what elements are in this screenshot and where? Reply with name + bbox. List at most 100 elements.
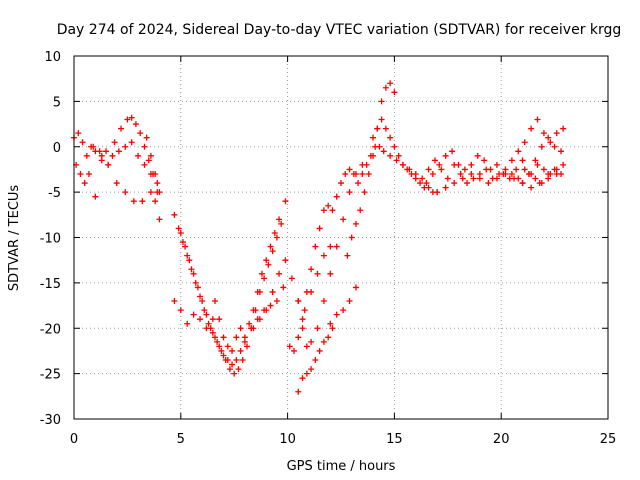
data-point bbox=[224, 343, 231, 350]
data-point bbox=[303, 288, 310, 295]
data-point bbox=[145, 157, 152, 164]
series-arc-j bbox=[286, 143, 379, 354]
data-point bbox=[348, 234, 355, 241]
data-point bbox=[229, 347, 236, 354]
data-point bbox=[528, 184, 535, 191]
data-point bbox=[387, 134, 394, 141]
data-point bbox=[417, 180, 424, 187]
series-arc-e bbox=[171, 198, 289, 377]
data-point bbox=[325, 202, 332, 209]
data-point bbox=[211, 298, 218, 305]
data-point bbox=[508, 157, 515, 164]
data-point bbox=[395, 152, 402, 159]
data-point bbox=[229, 361, 236, 368]
data-point bbox=[374, 125, 381, 132]
data-point bbox=[325, 334, 332, 341]
data-point bbox=[378, 98, 385, 105]
data-point bbox=[359, 161, 366, 168]
data-point bbox=[558, 148, 565, 155]
data-point bbox=[560, 161, 567, 168]
data-point bbox=[282, 198, 289, 205]
data-point bbox=[190, 270, 197, 277]
data-point bbox=[261, 275, 268, 282]
data-point bbox=[346, 189, 353, 196]
series-arc-o bbox=[370, 116, 441, 196]
data-point bbox=[224, 357, 231, 364]
data-point bbox=[124, 116, 131, 123]
data-point bbox=[216, 343, 223, 350]
data-point bbox=[205, 320, 212, 327]
data-point bbox=[295, 388, 302, 395]
data-point bbox=[92, 193, 99, 200]
data-point bbox=[327, 243, 334, 250]
data-point bbox=[312, 243, 319, 250]
data-point bbox=[468, 170, 475, 177]
data-point bbox=[199, 298, 206, 305]
data-point bbox=[528, 125, 535, 132]
data-point bbox=[250, 325, 257, 332]
data-point bbox=[451, 180, 458, 187]
data-point bbox=[365, 170, 372, 177]
data-point bbox=[521, 166, 528, 173]
data-point bbox=[209, 316, 216, 323]
data-point bbox=[216, 316, 223, 323]
y-tick-label: -10 bbox=[40, 232, 61, 247]
data-point bbox=[278, 220, 285, 227]
data-point bbox=[399, 161, 406, 168]
data-point bbox=[197, 316, 204, 323]
data-point bbox=[444, 175, 451, 182]
series-arc-r bbox=[434, 170, 560, 196]
data-point bbox=[299, 375, 306, 382]
data-point bbox=[419, 175, 426, 182]
data-point bbox=[342, 170, 349, 177]
data-point bbox=[442, 152, 449, 159]
data-point bbox=[179, 239, 186, 246]
data-point bbox=[314, 325, 321, 332]
series-arc-l bbox=[295, 325, 336, 395]
series-arc-i bbox=[250, 243, 334, 332]
chart-title: Day 274 of 2024, Sidereal Day-to-day VTE… bbox=[57, 22, 622, 38]
y-tick-label: -5 bbox=[48, 186, 61, 201]
x-tick-label: 15 bbox=[386, 432, 403, 447]
data-point bbox=[361, 189, 368, 196]
data-point bbox=[376, 143, 383, 150]
data-point bbox=[239, 357, 246, 364]
data-point bbox=[474, 152, 481, 159]
data-point bbox=[329, 325, 336, 332]
data-point bbox=[314, 270, 321, 277]
data-point bbox=[147, 152, 154, 159]
data-point bbox=[286, 343, 293, 350]
data-point bbox=[434, 189, 441, 196]
data-point bbox=[105, 161, 112, 168]
data-point bbox=[346, 166, 353, 173]
data-point bbox=[431, 157, 438, 164]
data-point bbox=[273, 234, 280, 241]
data-point bbox=[203, 325, 210, 332]
data-point bbox=[214, 338, 221, 345]
data-point bbox=[109, 152, 116, 159]
data-point bbox=[177, 229, 184, 236]
data-point bbox=[308, 338, 315, 345]
data-point bbox=[301, 307, 308, 314]
data-point bbox=[387, 80, 394, 87]
data-point bbox=[194, 284, 201, 291]
data-point bbox=[340, 216, 347, 223]
data-point bbox=[406, 166, 413, 173]
data-point bbox=[316, 347, 323, 354]
data-point bbox=[184, 320, 191, 327]
series-arc-u bbox=[90, 143, 103, 155]
data-point bbox=[113, 180, 120, 187]
data-point bbox=[370, 134, 377, 141]
series-arc-q bbox=[423, 148, 565, 187]
data-point bbox=[468, 161, 475, 168]
data-point bbox=[237, 325, 244, 332]
y-tick-label: 5 bbox=[53, 95, 61, 110]
data-point bbox=[449, 148, 456, 155]
y-tick-label: -20 bbox=[40, 322, 61, 337]
grid bbox=[74, 56, 608, 419]
data-point bbox=[487, 166, 494, 173]
data-point bbox=[553, 130, 560, 137]
data-point bbox=[455, 161, 462, 168]
data-point bbox=[269, 288, 276, 295]
data-point bbox=[177, 307, 184, 314]
